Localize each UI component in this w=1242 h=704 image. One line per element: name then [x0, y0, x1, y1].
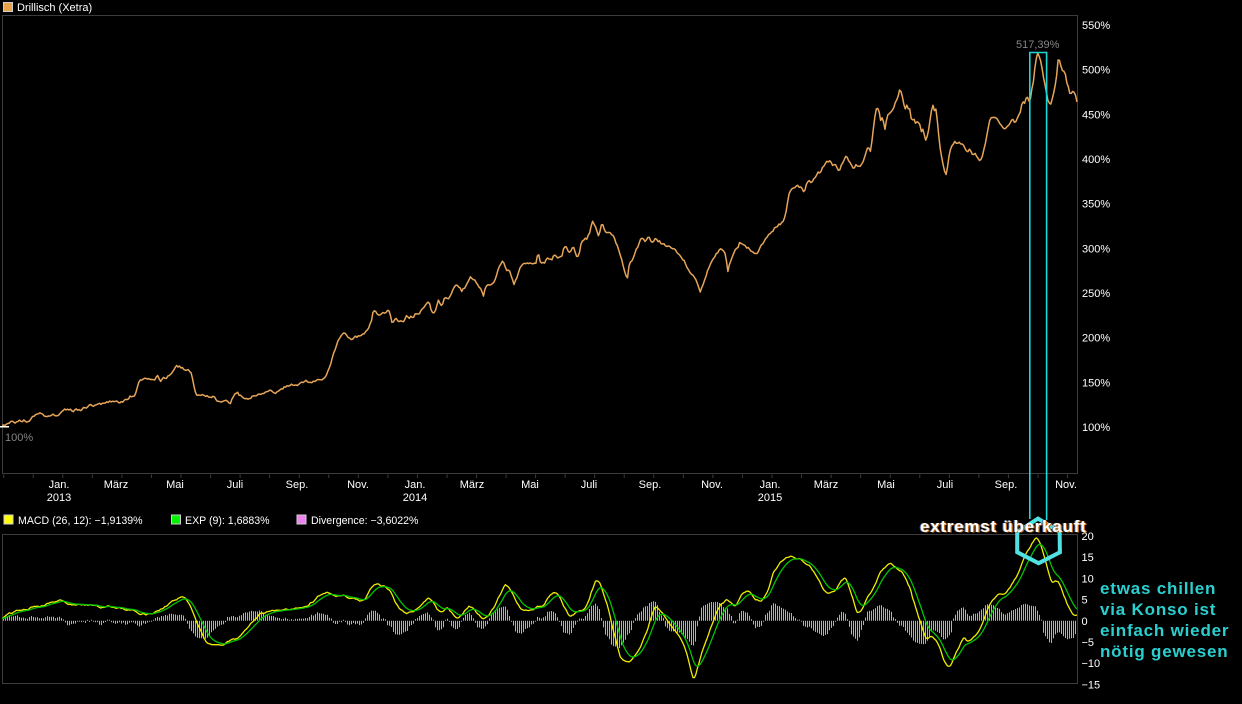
- svg-text:nötig gewesen: nötig gewesen: [1100, 642, 1228, 661]
- svg-text:via Konso ist: via Konso ist: [1100, 600, 1216, 619]
- svg-text:Sep.: Sep.: [639, 479, 662, 491]
- svg-text:2013: 2013: [47, 492, 71, 504]
- svg-text:517,39%: 517,39%: [1016, 39, 1060, 51]
- svg-text:Drillisch (Xetra): Drillisch (Xetra): [17, 2, 92, 14]
- svg-text:100%: 100%: [5, 432, 33, 444]
- svg-text:Jan.: Jan.: [760, 479, 781, 491]
- svg-text:Jan.: Jan.: [49, 479, 70, 491]
- svg-text:Sep.: Sep.: [286, 479, 309, 491]
- svg-text:500%: 500%: [1082, 65, 1110, 77]
- svg-text:Juli: Juli: [581, 479, 598, 491]
- svg-text:Juli: Juli: [227, 479, 244, 491]
- svg-text:extremst überkauft: extremst überkauft: [920, 517, 1087, 536]
- svg-text:450%: 450%: [1082, 109, 1110, 121]
- svg-text:extremst überkauft: extremst überkauft: [919, 517, 1086, 536]
- svg-text:350%: 350%: [1082, 199, 1110, 211]
- svg-text:200%: 200%: [1082, 333, 1110, 345]
- svg-text:10: 10: [1082, 573, 1094, 585]
- svg-text:400%: 400%: [1082, 154, 1110, 166]
- svg-text:−10: −10: [1082, 658, 1101, 670]
- svg-text:150%: 150%: [1082, 377, 1110, 389]
- svg-text:100%: 100%: [1082, 422, 1110, 434]
- svg-text:2015: 2015: [758, 492, 782, 504]
- svg-text:extremst überkauft: extremst überkauft: [921, 518, 1088, 537]
- svg-text:Sep.: Sep.: [995, 479, 1018, 491]
- svg-text:Nov.: Nov.: [1055, 479, 1077, 491]
- svg-text:20: 20: [1082, 531, 1094, 543]
- svg-text:Nov.: Nov.: [701, 479, 723, 491]
- svg-text:MACD (26, 12): −1,9139%: MACD (26, 12): −1,9139%: [18, 515, 143, 527]
- svg-text:2014: 2014: [403, 492, 427, 504]
- svg-text:−5: −5: [1082, 637, 1095, 649]
- svg-text:März: März: [814, 479, 838, 491]
- svg-text:550%: 550%: [1082, 20, 1110, 32]
- svg-text:300%: 300%: [1082, 243, 1110, 255]
- svg-text:März: März: [104, 479, 128, 491]
- svg-text:Divergence: −3,6022%: Divergence: −3,6022%: [311, 515, 419, 527]
- svg-text:0: 0: [1082, 616, 1088, 628]
- svg-text:5: 5: [1082, 595, 1088, 607]
- svg-text:15: 15: [1082, 552, 1094, 564]
- svg-text:März: März: [460, 479, 484, 491]
- svg-text:Mai: Mai: [521, 479, 539, 491]
- svg-text:Juli: Juli: [937, 479, 954, 491]
- svg-text:−15: −15: [1082, 679, 1101, 691]
- svg-text:Mai: Mai: [166, 479, 184, 491]
- svg-text:EXP (9): 1,6883%: EXP (9): 1,6883%: [185, 515, 270, 527]
- svg-text:Jan.: Jan.: [405, 479, 426, 491]
- svg-text:Mai: Mai: [877, 479, 895, 491]
- svg-text:einfach wieder: einfach wieder: [1100, 621, 1229, 640]
- svg-text:etwas chillen: etwas chillen: [1100, 579, 1216, 598]
- svg-text:250%: 250%: [1082, 288, 1110, 300]
- svg-text:Nov.: Nov.: [347, 479, 369, 491]
